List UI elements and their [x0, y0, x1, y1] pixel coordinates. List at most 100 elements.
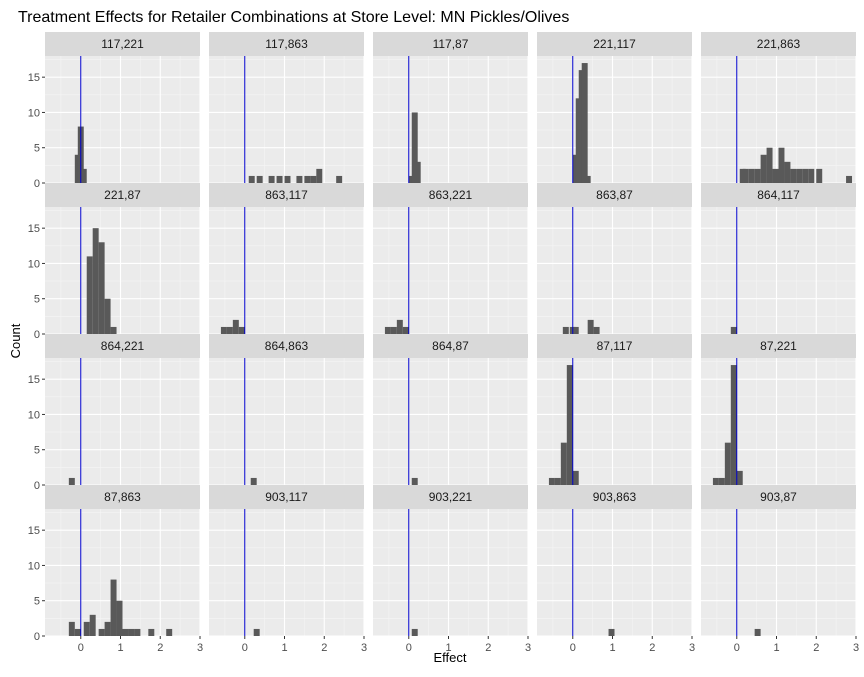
histogram-bar	[736, 470, 743, 485]
histogram-bar	[587, 319, 594, 334]
facet-strip	[537, 183, 692, 207]
facet-panel: 864,221 0 5 10 15	[28, 334, 201, 492]
histogram-bar	[248, 175, 255, 183]
x-tick-label: 0	[406, 642, 412, 654]
histogram-bar	[316, 168, 323, 183]
histogram-bar	[92, 228, 99, 334]
histogram-bar	[718, 477, 725, 485]
histogram-bar	[226, 326, 233, 334]
x-tick-label: 1	[445, 642, 451, 654]
x-tick-label: 1	[281, 642, 287, 654]
histogram-bar	[754, 628, 761, 636]
x-tick-label: 2	[813, 642, 819, 654]
histogram-bar	[766, 147, 773, 183]
facet-strip-label: 903,221	[429, 490, 473, 504]
histogram-bar	[754, 168, 761, 183]
histogram-bar	[86, 256, 93, 334]
histogram-bar	[730, 365, 737, 485]
facet-panel: 87,863 0 5 10 15 0 1 2 3	[28, 485, 203, 654]
histogram-bar	[411, 112, 418, 183]
facet-strip	[373, 183, 528, 207]
histogram-bar	[68, 621, 75, 636]
facet-strip	[373, 32, 528, 56]
facet-strip	[701, 485, 856, 509]
facet-strip	[537, 334, 692, 358]
histogram-bar	[68, 477, 75, 485]
histogram-bar	[748, 168, 755, 183]
histogram-bar	[116, 600, 123, 636]
y-axis-label: Count	[8, 323, 23, 358]
facet-strip-label: 87,117	[597, 339, 633, 353]
histogram-bar	[80, 168, 87, 183]
facet-strip-label: 87,863	[104, 490, 141, 504]
histogram-bar	[74, 628, 81, 636]
facet-strip	[373, 485, 528, 509]
x-tick-label: 3	[689, 642, 695, 654]
histogram-bar	[411, 477, 418, 485]
histogram-bar	[572, 326, 579, 334]
facet-strip	[701, 32, 856, 56]
histogram-bar	[581, 63, 588, 183]
histogram-bar	[83, 621, 90, 636]
histogram-bar	[560, 442, 567, 485]
histogram-bar	[296, 175, 303, 183]
facet-strip-label: 863,117	[265, 188, 308, 202]
x-tick-label: 3	[197, 642, 203, 654]
facet-panel: 863,117	[209, 183, 365, 335]
facet-panel: 221,863	[701, 32, 857, 184]
histogram-bar	[802, 168, 809, 183]
y-tick-label: 0	[34, 480, 40, 492]
histogram-bar	[608, 628, 615, 636]
facet-plot-background	[209, 358, 364, 485]
y-tick-label: 15	[28, 525, 40, 537]
histogram-bar	[220, 326, 227, 334]
x-tick-label: 1	[773, 642, 779, 654]
facet-plot-background	[45, 207, 200, 334]
facet-plot-background	[373, 56, 528, 183]
facet-strip	[537, 32, 692, 56]
x-tick-label: 1	[117, 642, 123, 654]
facet-plot-background	[537, 207, 692, 334]
x-axis-label: Effect	[433, 650, 466, 665]
facet-plot-background	[537, 56, 692, 183]
facet-panel: 117,863	[209, 32, 365, 184]
histogram-bar	[396, 319, 403, 334]
facet-plot-background	[45, 358, 200, 485]
histogram-bar	[784, 161, 791, 183]
facet-strip-label: 903,117	[265, 490, 308, 504]
facet-strip-label: 221,863	[757, 37, 801, 51]
histogram-bar	[166, 628, 173, 636]
facet-plot-background	[373, 509, 528, 636]
histogram-bar	[584, 175, 591, 183]
y-tick-label: 5	[34, 294, 40, 306]
facet-plot-background	[701, 509, 856, 636]
y-tick-label: 5	[34, 143, 40, 155]
facet-strip-label: 864,117	[757, 188, 800, 202]
facet-panel: 864,863	[209, 334, 365, 486]
facet-strip	[209, 183, 364, 207]
x-tick-label: 3	[853, 642, 859, 654]
x-tick-label: 3	[361, 642, 367, 654]
histogram-bar	[572, 470, 579, 485]
histogram-bar	[256, 175, 263, 183]
y-tick-label: 15	[28, 374, 40, 386]
facet-strip	[209, 32, 364, 56]
facet-plot-background	[537, 509, 692, 636]
facet-strip	[537, 485, 692, 509]
histogram-bar	[98, 242, 105, 334]
histogram-bar	[232, 319, 239, 334]
facet-panel: 117,87	[373, 32, 529, 184]
y-tick-label: 5	[34, 445, 40, 457]
y-tick-label: 15	[28, 223, 40, 235]
x-tick-label: 0	[570, 642, 576, 654]
facet-plot-background	[701, 358, 856, 485]
histogram-bar	[796, 168, 803, 183]
histogram-bar	[712, 477, 719, 485]
y-tick-label: 10	[28, 409, 40, 421]
facet-plot-background	[209, 509, 364, 636]
facet-panel: 864,87	[373, 334, 529, 486]
histogram-bar	[846, 175, 853, 183]
